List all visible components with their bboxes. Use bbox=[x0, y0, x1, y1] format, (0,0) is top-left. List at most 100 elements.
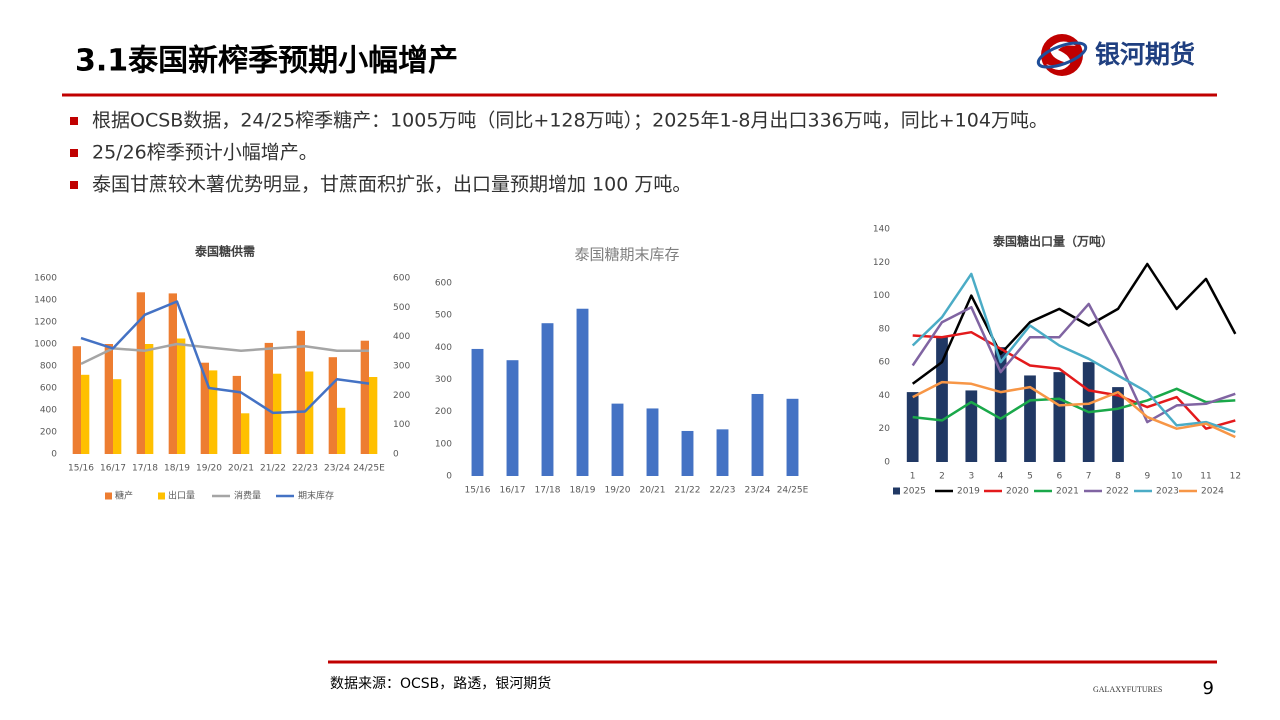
x-tick-label: 17/18 bbox=[132, 464, 158, 474]
bar bbox=[337, 407, 346, 454]
x-tick-label: 3 bbox=[968, 472, 974, 482]
bar bbox=[506, 360, 519, 476]
y-tick-label: 500 bbox=[435, 311, 452, 321]
bullet-text: 25/26榨季预计小幅增产。 bbox=[92, 142, 318, 164]
bullet-marker bbox=[70, 181, 78, 189]
bar bbox=[716, 429, 729, 476]
bullet-marker bbox=[70, 117, 78, 125]
x-tick-label: 24/25E bbox=[353, 464, 385, 474]
x-tick-label: 10 bbox=[1171, 472, 1183, 482]
y2-tick-label: 200 bbox=[393, 391, 410, 401]
bar bbox=[1112, 387, 1124, 462]
brand-mark: GALAXYFUTURES bbox=[1093, 685, 1162, 694]
x-tick-label: 17/18 bbox=[535, 486, 561, 496]
bar bbox=[1024, 375, 1036, 462]
bar bbox=[81, 374, 90, 454]
y2-tick-label: 300 bbox=[393, 362, 410, 372]
bar bbox=[994, 347, 1007, 462]
bar bbox=[296, 330, 305, 454]
bar bbox=[576, 308, 589, 476]
bar bbox=[786, 398, 799, 476]
x-tick-label: 19/20 bbox=[196, 464, 222, 474]
y-tick-label: 400 bbox=[435, 343, 452, 353]
legend-label: 期末库存 bbox=[298, 490, 334, 502]
line-series bbox=[80, 342, 369, 366]
y-tick-label: 140 bbox=[873, 225, 890, 235]
x-tick-label: 21/22 bbox=[260, 464, 286, 474]
y2-tick-label: 400 bbox=[393, 332, 410, 342]
legend-label: 出口量 bbox=[168, 490, 195, 502]
bar bbox=[646, 408, 659, 476]
line-series bbox=[912, 330, 1236, 430]
x-tick-label: 6 bbox=[1056, 472, 1062, 482]
source-note: 数据来源：OCSB，路透，银河期货 bbox=[330, 675, 551, 692]
x-tick-label: 23/24 bbox=[324, 464, 350, 474]
y-tick-label: 600 bbox=[40, 384, 57, 394]
legend-label: 消费量 bbox=[234, 490, 261, 502]
x-tick-label: 22/23 bbox=[292, 464, 318, 474]
legend-label: 2019 bbox=[957, 487, 980, 497]
x-tick-label: 4 bbox=[998, 472, 1004, 482]
legend-label: 2024 bbox=[1201, 487, 1224, 497]
y2-tick-label: 600 bbox=[393, 274, 410, 284]
x-tick-label: 1 bbox=[910, 472, 916, 482]
slide-title: 3.1泰国新榨季预期小幅增产 bbox=[75, 44, 458, 79]
bar bbox=[541, 323, 554, 476]
x-tick-label: 24/25E bbox=[777, 486, 809, 496]
y-tick-label: 1400 bbox=[34, 296, 57, 306]
x-tick-label: 9 bbox=[1144, 472, 1150, 482]
bar bbox=[113, 379, 122, 454]
bar bbox=[305, 371, 314, 454]
bar bbox=[681, 430, 694, 476]
y-tick-label: 20 bbox=[879, 424, 891, 434]
bullet-text: 根据OCSB数据，24/25榨季糖产：1005万吨（同比+128万吨）；2025… bbox=[92, 110, 1048, 132]
legend-label: 2022 bbox=[1106, 487, 1129, 497]
x-tick-label: 21/22 bbox=[675, 486, 701, 496]
bar bbox=[360, 340, 369, 454]
y-tick-label: 0 bbox=[51, 450, 57, 460]
y-tick-label: 0 bbox=[884, 458, 890, 468]
x-tick-label: 16/17 bbox=[500, 486, 526, 496]
y-tick-label: 1000 bbox=[34, 340, 57, 350]
x-tick-label: 20/21 bbox=[640, 486, 666, 496]
y-tick-label: 300 bbox=[435, 375, 452, 385]
line-series bbox=[911, 262, 1237, 385]
y-tick-label: 40 bbox=[879, 391, 891, 401]
bar bbox=[906, 392, 919, 462]
y-tick-label: 100 bbox=[873, 291, 890, 301]
x-tick-label: 19/20 bbox=[605, 486, 631, 496]
legend-swatch bbox=[893, 487, 900, 495]
bar bbox=[72, 346, 81, 454]
x-tick-label: 23/24 bbox=[745, 486, 771, 496]
y-tick-label: 800 bbox=[40, 362, 57, 372]
bar bbox=[264, 342, 273, 454]
y2-tick-label: 500 bbox=[393, 303, 410, 313]
legend-label: 2025 bbox=[903, 487, 926, 497]
y2-tick-label: 100 bbox=[393, 420, 410, 430]
y-tick-label: 100 bbox=[435, 439, 452, 449]
x-tick-label: 15/16 bbox=[68, 464, 94, 474]
y2-tick-label: 0 bbox=[393, 450, 399, 460]
x-tick-label: 18/19 bbox=[164, 464, 190, 474]
bar bbox=[751, 393, 764, 476]
bar bbox=[177, 338, 186, 454]
bar bbox=[104, 344, 113, 454]
chart-title: 泰国糖期末库存 bbox=[574, 246, 679, 264]
bar bbox=[369, 377, 378, 454]
y-tick-label: 200 bbox=[435, 407, 452, 417]
bar bbox=[209, 370, 218, 454]
bar bbox=[145, 344, 154, 454]
y-tick-label: 120 bbox=[873, 258, 890, 268]
bar bbox=[611, 403, 624, 476]
x-tick-label: 16/17 bbox=[100, 464, 126, 474]
bullet-list: 根据OCSB数据，24/25榨季糖产：1005万吨（同比+128万吨）；2025… bbox=[70, 110, 1048, 196]
x-tick-label: 8 bbox=[1115, 472, 1121, 482]
bar bbox=[200, 362, 209, 454]
logo-text: 银河期货 bbox=[1095, 40, 1195, 69]
chart-title: 泰国糖出口量（万吨） bbox=[992, 234, 1113, 249]
bar bbox=[471, 348, 484, 476]
y-tick-label: 200 bbox=[40, 428, 57, 438]
y-tick-label: 80 bbox=[879, 324, 891, 334]
y-tick-label: 1600 bbox=[34, 274, 57, 284]
